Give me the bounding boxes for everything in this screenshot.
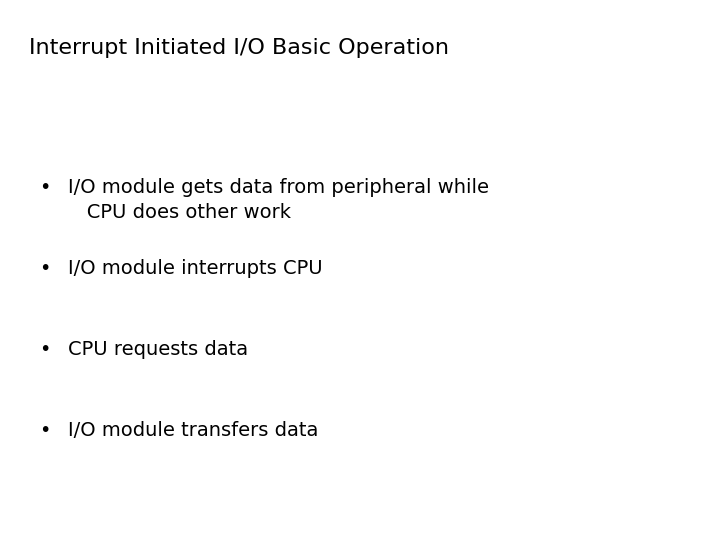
Text: •: • bbox=[40, 178, 51, 197]
Text: I/O module gets data from peripheral while
   CPU does other work: I/O module gets data from peripheral whi… bbox=[68, 178, 490, 222]
Text: CPU requests data: CPU requests data bbox=[68, 340, 248, 359]
Text: Interrupt Initiated I/O Basic Operation: Interrupt Initiated I/O Basic Operation bbox=[29, 38, 449, 58]
Text: •: • bbox=[40, 259, 51, 278]
Text: •: • bbox=[40, 421, 51, 440]
Text: I/O module transfers data: I/O module transfers data bbox=[68, 421, 319, 440]
Text: I/O module interrupts CPU: I/O module interrupts CPU bbox=[68, 259, 323, 278]
Text: •: • bbox=[40, 340, 51, 359]
